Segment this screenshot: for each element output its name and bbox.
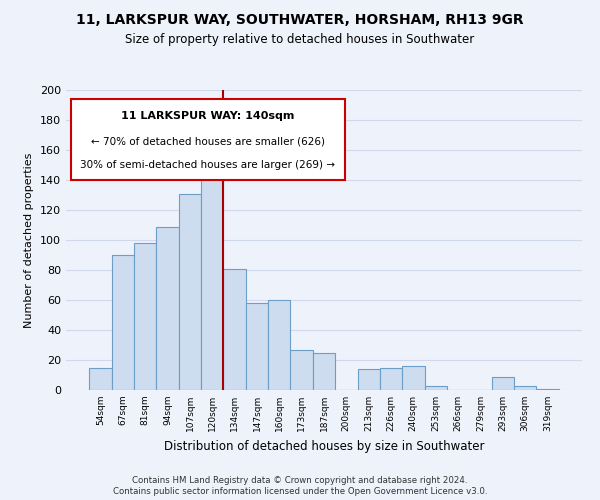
Text: Contains HM Land Registry data © Crown copyright and database right 2024.: Contains HM Land Registry data © Crown c… xyxy=(132,476,468,485)
Bar xyxy=(313,352,335,390)
Bar xyxy=(290,350,313,390)
Bar xyxy=(536,388,559,390)
Text: Contains public sector information licensed under the Open Government Licence v3: Contains public sector information licen… xyxy=(113,487,487,496)
Bar xyxy=(179,194,201,390)
Text: 11 LARKSPUR WAY: 140sqm: 11 LARKSPUR WAY: 140sqm xyxy=(121,111,295,121)
Bar xyxy=(358,369,380,390)
Text: ← 70% of detached houses are smaller (626): ← 70% of detached houses are smaller (62… xyxy=(91,136,325,146)
Text: Size of property relative to detached houses in Southwater: Size of property relative to detached ho… xyxy=(125,32,475,46)
X-axis label: Distribution of detached houses by size in Southwater: Distribution of detached houses by size … xyxy=(164,440,484,452)
Text: 30% of semi-detached houses are larger (269) →: 30% of semi-detached houses are larger (… xyxy=(80,160,335,170)
Bar xyxy=(112,255,134,390)
Bar xyxy=(134,243,157,390)
Bar xyxy=(380,368,402,390)
Bar xyxy=(223,268,246,390)
Bar xyxy=(201,154,223,390)
Bar xyxy=(89,368,112,390)
Text: 11, LARKSPUR WAY, SOUTHWATER, HORSHAM, RH13 9GR: 11, LARKSPUR WAY, SOUTHWATER, HORSHAM, R… xyxy=(76,12,524,26)
Y-axis label: Number of detached properties: Number of detached properties xyxy=(25,152,34,328)
Bar xyxy=(157,226,179,390)
Bar xyxy=(268,300,290,390)
Bar xyxy=(71,99,344,180)
Bar xyxy=(402,366,425,390)
Bar xyxy=(514,386,536,390)
Bar xyxy=(491,376,514,390)
Bar xyxy=(246,303,268,390)
Bar xyxy=(425,386,447,390)
